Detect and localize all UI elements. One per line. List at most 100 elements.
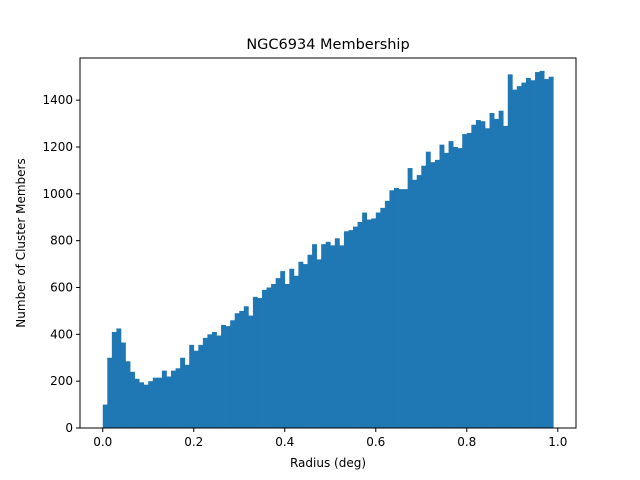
histogram-bar bbox=[380, 207, 386, 428]
histogram-bar bbox=[239, 310, 245, 428]
histogram-bar bbox=[535, 72, 540, 429]
x-tick-label: 0.8 bbox=[457, 435, 476, 449]
x-tick-label: 0.4 bbox=[275, 435, 294, 449]
histogram-bar bbox=[111, 331, 117, 428]
histogram-bar bbox=[321, 244, 327, 428]
histogram-bar bbox=[325, 241, 331, 428]
histogram-bar bbox=[307, 254, 313, 428]
histogram-bar bbox=[262, 289, 267, 428]
histogram-bar bbox=[416, 175, 422, 428]
histogram-bar bbox=[275, 278, 281, 428]
plot-area-frame bbox=[79, 57, 577, 429]
histogram-bar bbox=[466, 132, 472, 428]
histogram-bar bbox=[316, 259, 322, 428]
histogram-bar bbox=[171, 370, 176, 428]
histogram-bar bbox=[480, 121, 486, 429]
y-tick-label: 800 bbox=[50, 234, 73, 248]
y-axis-ticks: 0 200 400 600 800 1000 1200 1400 bbox=[42, 93, 80, 435]
x-tick-label: 0.2 bbox=[184, 435, 203, 449]
histogram-bar bbox=[403, 189, 408, 428]
histogram-bar bbox=[375, 212, 381, 428]
histogram-bar bbox=[425, 151, 431, 428]
histogram-bar bbox=[525, 77, 531, 428]
histogram-bar bbox=[434, 159, 440, 428]
histogram-bar bbox=[216, 335, 222, 428]
histogram-bar bbox=[507, 74, 513, 429]
chart-title: NGC6934 Membership bbox=[246, 37, 409, 53]
histogram-bar bbox=[362, 212, 368, 428]
histogram-bar bbox=[139, 382, 145, 428]
histogram-bar bbox=[453, 146, 459, 428]
histogram-bar bbox=[120, 342, 126, 428]
y-tick-label: 1000 bbox=[42, 187, 73, 201]
histogram-bar bbox=[357, 221, 363, 428]
histogram-bar bbox=[530, 80, 536, 429]
histogram-bar bbox=[125, 361, 131, 428]
histogram-bar bbox=[202, 337, 208, 428]
histogram-bar bbox=[457, 148, 463, 428]
histogram-bar bbox=[389, 190, 395, 428]
histogram-bar bbox=[166, 376, 172, 428]
histogram-bar bbox=[339, 245, 345, 428]
histogram-bar bbox=[489, 113, 495, 428]
histogram-bar bbox=[343, 231, 349, 428]
histogram-bar bbox=[475, 120, 481, 429]
histogram-bar bbox=[180, 357, 186, 428]
histogram-bar bbox=[248, 315, 254, 428]
histogram-bar bbox=[175, 368, 181, 428]
histogram-bar bbox=[221, 324, 226, 428]
histogram-bar bbox=[293, 275, 299, 428]
histogram-bar bbox=[439, 144, 445, 428]
histogram-bar bbox=[398, 189, 404, 428]
histogram-bar bbox=[189, 344, 195, 428]
histogram-bar bbox=[334, 238, 340, 428]
histogram-bar bbox=[353, 226, 358, 428]
histogram-bar bbox=[266, 287, 272, 428]
histogram-bar bbox=[257, 298, 263, 428]
histogram-bar bbox=[348, 230, 354, 428]
histogram-bar bbox=[284, 283, 290, 428]
histogram-bar bbox=[393, 187, 399, 428]
histogram-bar bbox=[116, 328, 122, 428]
histogram-bar bbox=[271, 283, 277, 428]
histogram-bar bbox=[371, 218, 377, 428]
histogram-bars bbox=[102, 70, 554, 429]
histogram-bar bbox=[471, 124, 477, 428]
histogram-bar bbox=[412, 179, 418, 428]
histogram-bar bbox=[302, 264, 308, 428]
histogram-bar bbox=[548, 76, 554, 428]
histogram-bar bbox=[289, 268, 295, 428]
histogram-bar bbox=[421, 165, 427, 429]
histogram-bar bbox=[512, 89, 518, 428]
histogram-bar bbox=[366, 219, 372, 428]
histogram-bar bbox=[280, 271, 286, 428]
histogram-bar bbox=[312, 244, 317, 428]
histogram-bar bbox=[252, 296, 258, 428]
histogram-bar bbox=[516, 86, 522, 429]
histogram-bar bbox=[330, 245, 336, 428]
histogram-bar bbox=[484, 128, 490, 428]
histogram-bar bbox=[462, 134, 468, 428]
x-axis-label: Radius (deg) bbox=[290, 456, 366, 470]
histogram-bar bbox=[494, 118, 499, 428]
histogram-bar bbox=[448, 141, 454, 428]
histogram-bar bbox=[521, 82, 527, 428]
histogram-bar bbox=[134, 378, 140, 428]
histogram-bar bbox=[225, 326, 231, 428]
y-axis-label: Number of Cluster Members bbox=[14, 158, 28, 327]
histogram-bar bbox=[198, 344, 204, 428]
histogram-bar bbox=[207, 334, 213, 428]
x-tick-label: 0.0 bbox=[93, 435, 112, 449]
x-axis-ticks: 0.0 0.2 0.4 0.6 0.8 1.0 bbox=[93, 428, 567, 449]
y-tick-label: 0 bbox=[65, 421, 73, 435]
histogram-bar bbox=[298, 261, 304, 428]
histogram-bar bbox=[444, 152, 449, 428]
histogram-bar bbox=[211, 331, 217, 428]
histogram-bar bbox=[157, 377, 163, 428]
x-tick-label: 0.6 bbox=[366, 435, 385, 449]
histogram-bar bbox=[184, 364, 190, 428]
histogram-bar bbox=[430, 162, 436, 428]
histogram-bar bbox=[234, 313, 240, 428]
histogram-bar bbox=[161, 370, 167, 428]
